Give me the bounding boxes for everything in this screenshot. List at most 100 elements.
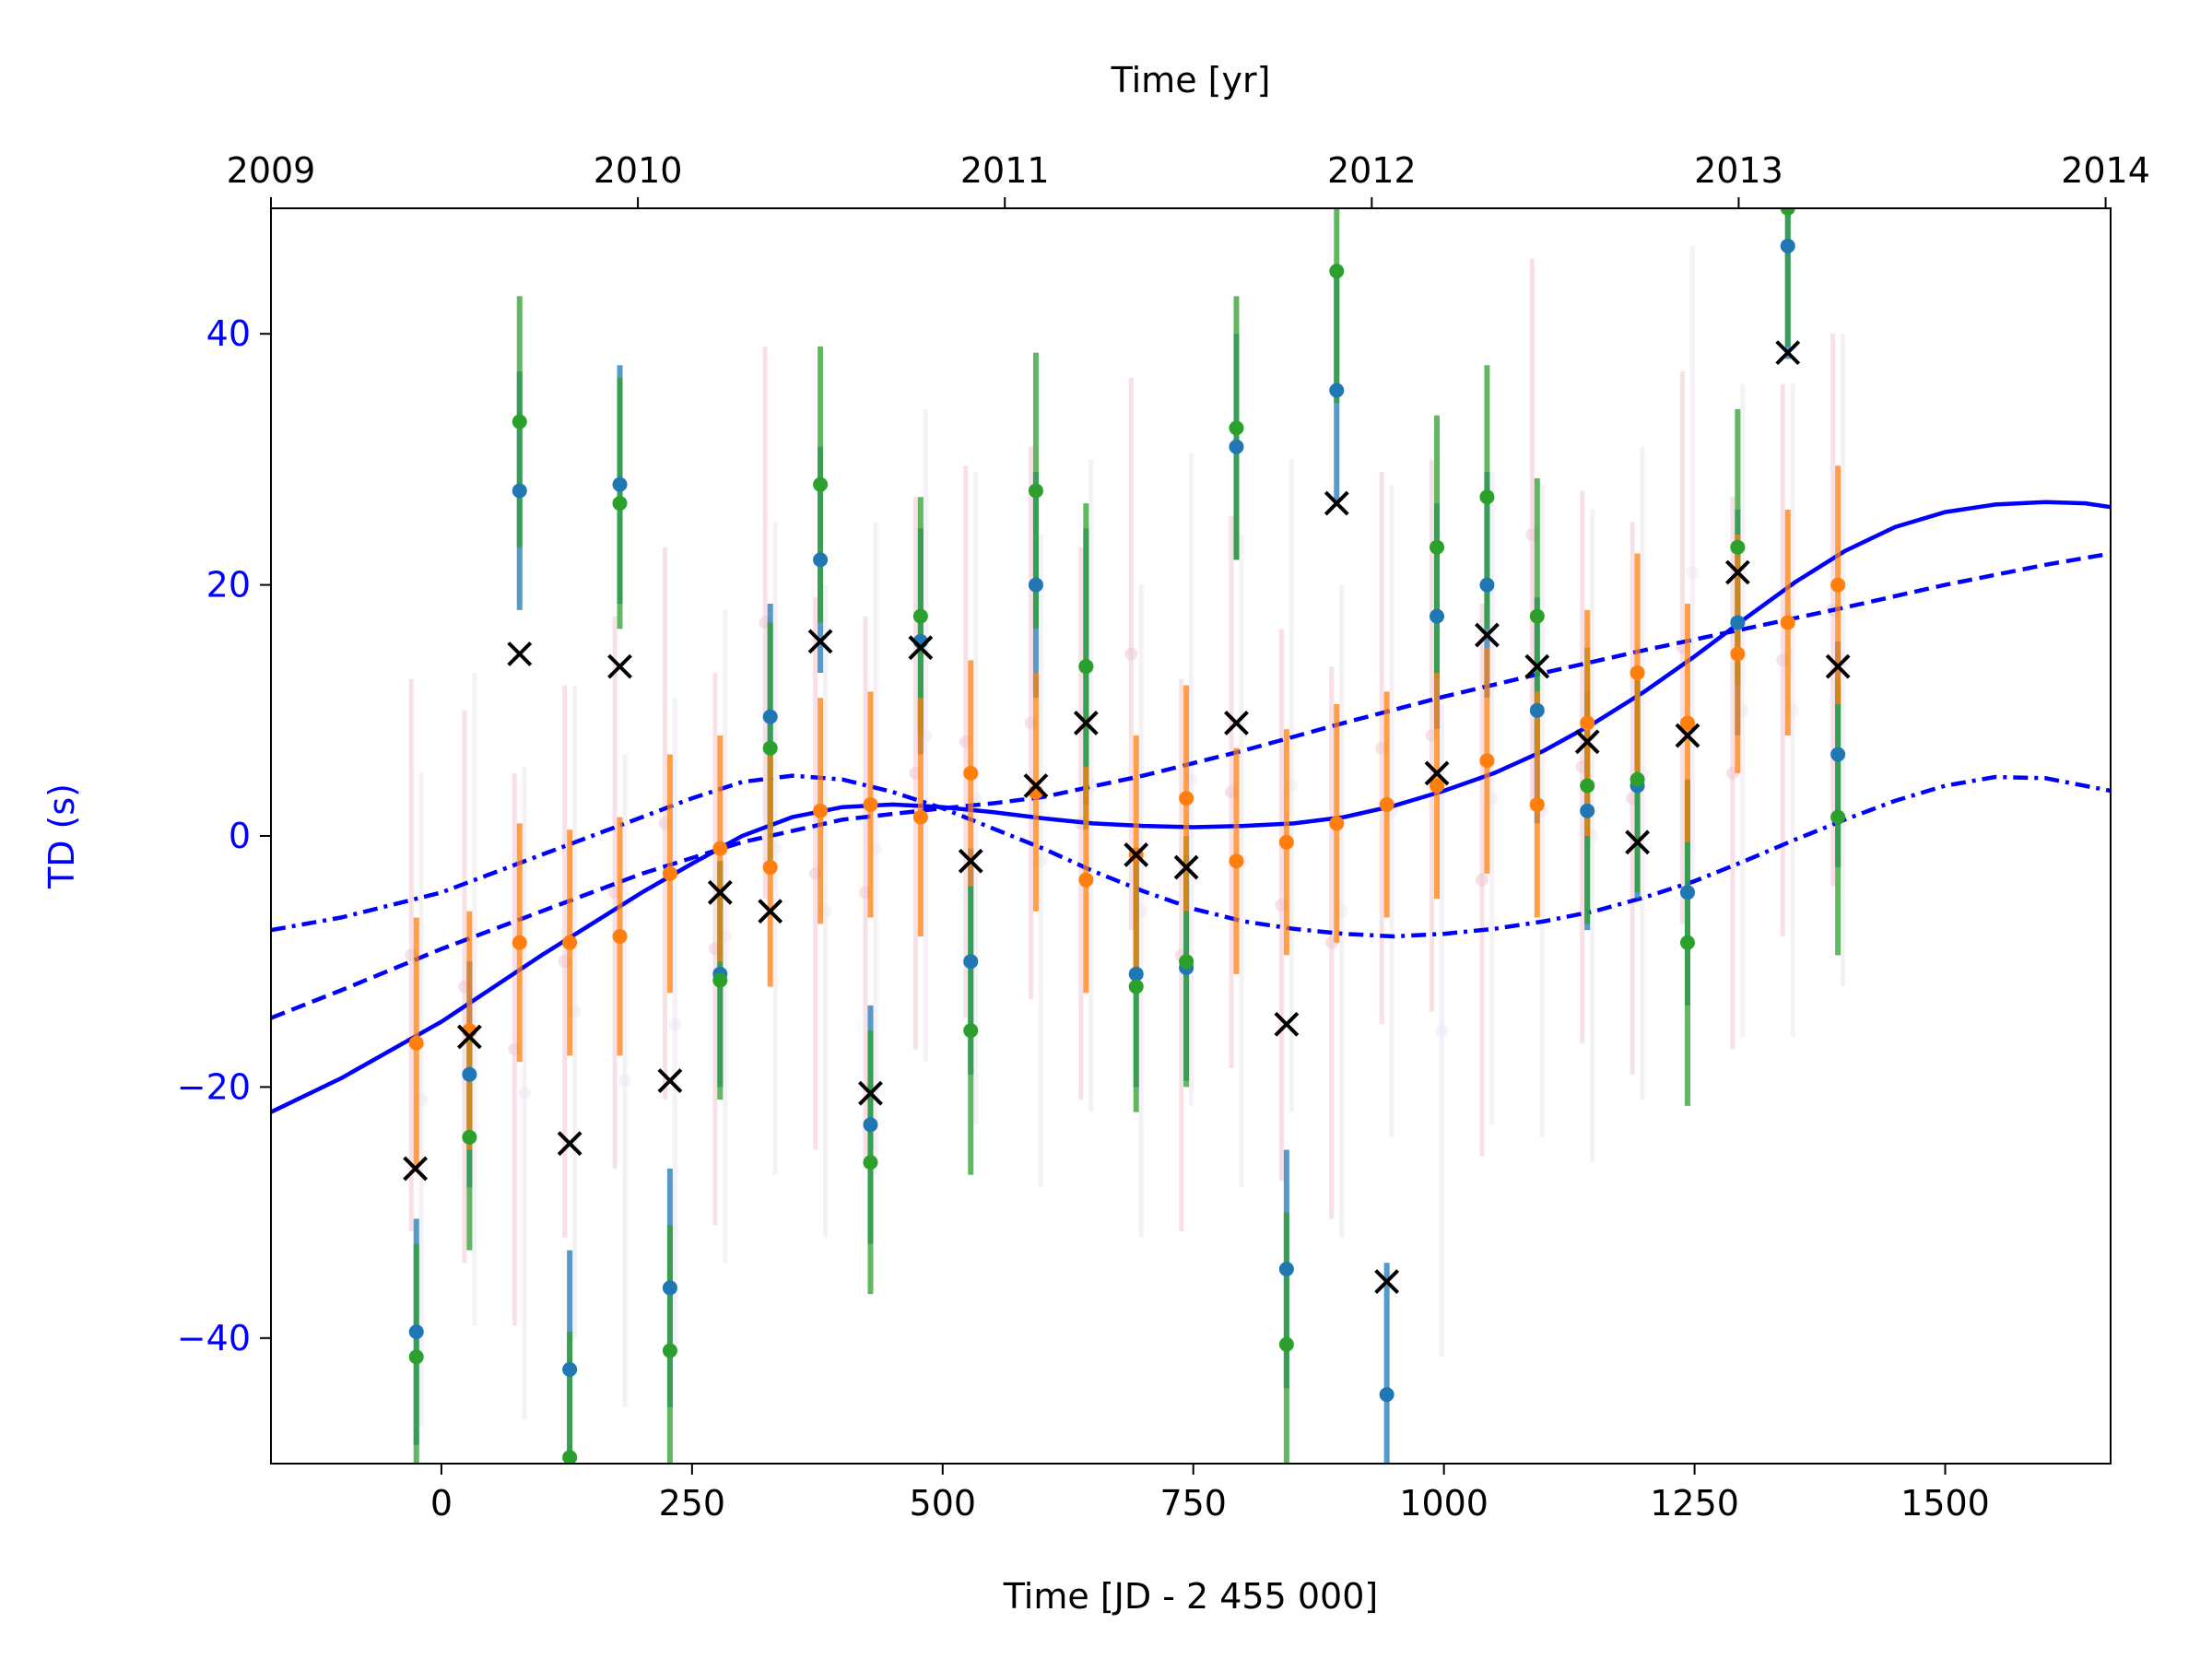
green-point-13	[1078, 659, 1094, 675]
x-marker-1	[456, 1024, 482, 1050]
blue-point-9	[863, 1117, 878, 1133]
green-point-1	[462, 1129, 477, 1145]
x-marker-12	[1023, 773, 1049, 798]
x-axis-label: Time [JD - 2 455 000]	[1003, 1576, 1378, 1617]
orange-point-26	[1730, 646, 1746, 662]
top-x-axis: 2009 2010 2011 2012 2013 2014	[227, 150, 2150, 208]
green-point-4	[612, 496, 628, 512]
blue-point-19	[1379, 1387, 1394, 1403]
x-marker-8	[807, 629, 833, 654]
orange-point-17	[1278, 834, 1294, 850]
x-marker-25	[1675, 723, 1700, 748]
faint-point-4-25	[1686, 565, 1700, 579]
orange-point-4	[612, 928, 628, 944]
green-point-18	[1329, 264, 1345, 279]
x-marker-10	[908, 635, 934, 661]
x-tick-label-1: 250	[659, 1483, 726, 1524]
x-marker-9	[858, 1080, 883, 1106]
faint-point-3-14	[1124, 647, 1138, 661]
blue-point-4	[612, 477, 628, 492]
x-marker-4	[607, 653, 632, 679]
orange-point-19	[1379, 796, 1394, 812]
x-marker-13	[1073, 711, 1099, 735]
orange-point-22	[1529, 796, 1545, 812]
green-point-22	[1580, 778, 1595, 794]
orange-point-23	[1580, 715, 1595, 731]
green-point-9	[863, 1155, 878, 1171]
blue-point-12	[1028, 577, 1043, 593]
orange-point-6	[712, 841, 728, 856]
plot-marks	[271, 208, 2111, 1464]
y-tick-label-4: 40	[206, 313, 251, 354]
x-tick-label-3: 750	[1159, 1483, 1227, 1524]
orange-point-9	[863, 796, 878, 812]
green-point-5	[662, 1343, 677, 1359]
green-point-6	[712, 972, 728, 988]
x-tick-label-5: 1250	[1650, 1483, 1739, 1524]
blue-point-8	[813, 552, 829, 568]
blue-point-1	[462, 1066, 477, 1082]
x-marker-14	[1124, 842, 1149, 867]
green-point-12	[1028, 483, 1043, 499]
faint-point-4-2	[518, 1087, 532, 1100]
blue-point-0	[408, 1324, 424, 1339]
y-tick-label-1: −20	[177, 1066, 251, 1107]
x-marker-23	[1574, 729, 1600, 755]
orange-point-7	[762, 860, 778, 876]
green-point-8	[813, 477, 829, 492]
x-marker-26	[1724, 559, 1750, 585]
faint-point-4-4	[618, 1074, 631, 1088]
y-tick-label-0: −40	[177, 1318, 251, 1359]
x-marker-19	[1374, 1269, 1400, 1294]
orange-point-20	[1430, 778, 1445, 794]
x-marker-17	[1274, 1011, 1300, 1037]
orange-point-16	[1229, 853, 1244, 869]
blue-point-11	[963, 954, 979, 970]
y-tick-label-2: 0	[229, 816, 251, 856]
x-marker-2	[507, 641, 533, 666]
blue-point-23	[1580, 803, 1595, 818]
x-marker-7	[758, 899, 783, 924]
top-x-tick-label-3: 2012	[1327, 150, 1417, 191]
orange-point-24	[1630, 665, 1645, 680]
x-tick-label-4: 1000	[1399, 1483, 1488, 1524]
blue-point-2	[512, 483, 527, 499]
green-point-2	[512, 414, 527, 429]
x-marker-0	[403, 1156, 429, 1182]
x-marker-15	[1173, 854, 1199, 880]
x-marker-18	[1324, 490, 1349, 516]
top-x-tick-label-2: 2011	[960, 150, 1050, 191]
orange-point-21	[1479, 753, 1495, 769]
x-tick-label-0: 0	[430, 1483, 453, 1524]
x-marker-22	[1524, 653, 1550, 679]
top-x-tick-label-0: 2009	[227, 150, 316, 191]
faint-point-4-20	[1435, 1024, 1449, 1038]
green-point-26	[1780, 208, 1795, 216]
x-marker-11	[958, 848, 983, 874]
orange-point-8	[813, 803, 829, 818]
orange-point-3	[562, 935, 578, 950]
green-point-17	[1278, 1336, 1294, 1352]
x-marker-6	[707, 879, 733, 905]
green-point-10	[912, 608, 928, 624]
orange-point-15	[1179, 791, 1194, 806]
orange-point-28	[1830, 577, 1846, 593]
y-axis-label: TD (s)	[41, 783, 82, 889]
blue-point-17	[1278, 1261, 1294, 1277]
green-point-20	[1479, 489, 1495, 505]
green-point-11	[963, 1023, 979, 1039]
top-x-tick-label-5: 2014	[2061, 150, 2150, 191]
orange-point-10	[912, 809, 928, 825]
x-marker-21	[1475, 622, 1500, 648]
green-point-27	[1830, 809, 1846, 825]
blue-point-22	[1529, 702, 1545, 718]
blue-point-16	[1229, 439, 1244, 454]
x-marker-28	[1825, 653, 1851, 679]
green-point-16	[1229, 420, 1244, 436]
orange-point-5	[662, 865, 677, 881]
blue-point-3	[562, 1361, 578, 1377]
faint-point-3-21	[1475, 873, 1488, 887]
blue-point-21	[1479, 577, 1495, 593]
